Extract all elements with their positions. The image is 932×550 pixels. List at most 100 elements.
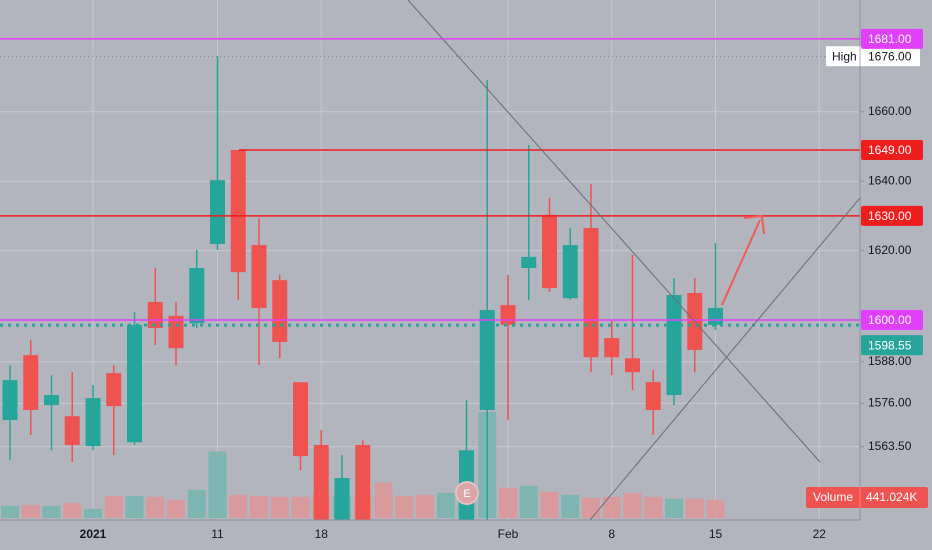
candle-body [127,324,142,443]
candle-body [168,315,184,349]
levels [0,38,860,327]
volume-bar [623,492,642,518]
y-tick-label: 1576.00 [868,396,912,410]
volume-bar [104,495,123,518]
trend-line [407,0,821,463]
x-tick-label: 15 [709,527,723,541]
candle-body [64,416,80,446]
candle-body [645,382,661,410]
volume-bar [146,496,165,518]
candle-body [708,307,723,325]
y-tick-label: 1660.00 [868,104,912,118]
candle-body [479,309,495,410]
high-name: High [832,49,857,63]
candle-body [521,256,537,268]
last-price-box [861,335,923,356]
volume-bar [208,451,227,518]
high-box [826,46,920,67]
x-tick-label: 8 [608,527,615,541]
candle-body [293,382,308,457]
volume-bar [250,495,268,518]
drawings: E [407,0,860,520]
candle-body [189,267,205,324]
candle-body [313,445,329,520]
x-tick-label: 2021 [80,527,107,541]
candle-body [44,395,59,406]
volume-bar [187,489,206,518]
y-tick-label: 1640.00 [868,173,912,187]
volume-bar [395,495,414,518]
volume-bar [644,496,663,518]
candle-body [251,245,267,308]
candle-body [85,398,101,447]
candle-body [666,295,682,396]
level-box [861,205,923,226]
candle-body [562,245,578,299]
volume-bar [270,496,289,518]
arrow-head [743,214,765,235]
earnings-icon[interactable] [455,481,479,505]
volume-bar [125,495,144,518]
grid [0,0,864,520]
x-tick-label: 11 [211,527,224,541]
volume-bar [416,494,434,518]
candle-body [106,373,122,407]
y-tick-label: 1620.00 [868,243,912,257]
arrow [721,219,761,306]
volume-bar [21,504,40,518]
y-tick-label: 1588.00 [868,354,912,368]
volume-bar [499,487,517,518]
volume-bar [167,499,185,518]
volume-bar [519,485,538,518]
candle-body [272,280,288,342]
volume-box [806,487,928,508]
volume-bar [1,505,19,518]
level-box [861,310,923,331]
candle-body [2,380,18,421]
candle-body [500,305,516,325]
high-value: 1676.00 [868,49,912,63]
volume-bar [436,492,455,518]
level-label: 1630.00 [868,209,912,223]
candle-body [210,180,225,245]
volume-bar [685,498,704,518]
x-tick-label: 18 [315,527,329,541]
level-box [861,139,923,160]
candle-body [23,355,39,410]
trend-line [589,197,860,520]
volume-bar [561,494,580,518]
volume-bar [84,508,102,518]
volume-bar [229,494,248,518]
level-label: 1600.00 [868,313,912,327]
volume-bar [42,505,61,518]
x-tick-label: 22 [813,527,827,541]
volume-bar [374,482,393,518]
level-label: 1681.00 [868,32,912,46]
volume-bar [665,498,683,518]
candle-body [583,228,599,358]
level-box [861,28,923,49]
volume-bar [706,499,725,518]
last-price-label: 1598.55 [868,338,912,352]
candles [2,56,723,520]
volume-name: Volume [813,490,853,504]
candle-body [334,477,350,520]
volume-bar [540,491,559,518]
candle-body [355,445,371,520]
x-tick-label: Feb [498,527,519,541]
candle-body [542,214,557,289]
candle-body [230,149,246,273]
volume-bar [291,496,310,518]
level-label: 1649.00 [868,143,912,157]
volume-value: 441.024K [866,490,917,504]
candle-body [147,302,163,329]
candle-body [625,358,640,373]
volume-bar [602,496,621,518]
volume-bar [63,502,82,518]
earnings-icon-letter: E [463,488,470,500]
candle-body [604,338,620,358]
labels: 1660.00 1640.00 1620.00 1588.00 1576.00 1563.… [80,28,928,541]
volume-bar [582,497,600,518]
y-tick-label: 1563.50 [868,439,912,453]
